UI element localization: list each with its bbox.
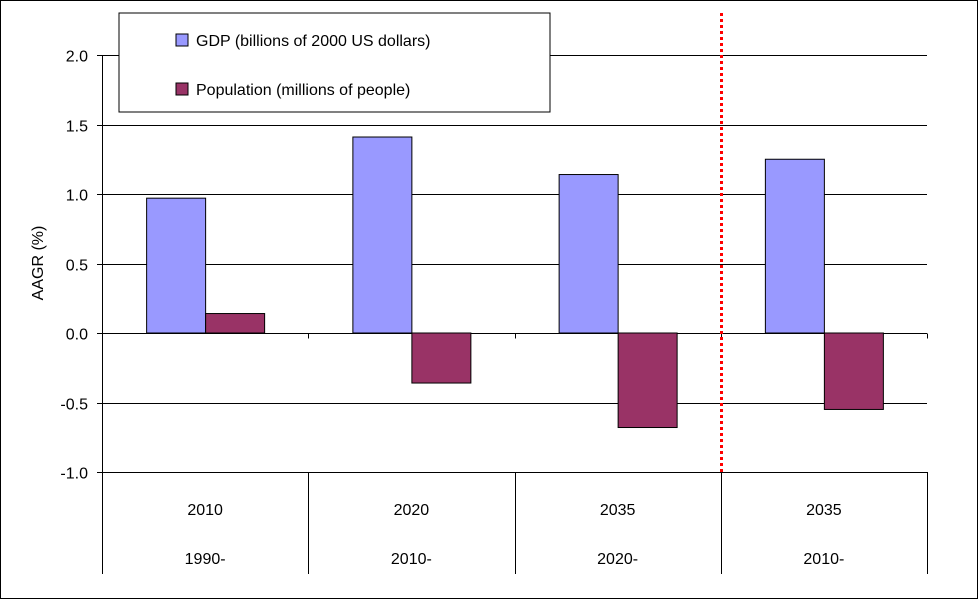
category-label-end: 2035 [600,502,636,519]
legend-swatch-population [175,82,189,96]
y-tick-label: 1.5 [66,119,88,136]
y-tick-label: -1.0 [60,466,88,483]
category-label-start: 2010- [391,551,432,568]
y-tick-label: 1.0 [66,188,88,205]
bar-population [823,332,884,410]
bar-gdp [146,197,207,334]
axes [97,55,928,574]
category-label-end: 2020 [394,502,430,519]
y-tick-label: -0.5 [60,397,88,414]
bar-gdp [764,158,825,334]
legend: GDP (billions of 2000 US dollars) Popula… [118,12,551,113]
legend-box [118,12,551,113]
y-tick-label: 2.0 [66,49,88,66]
bars [146,136,884,429]
y-axis-label: AAGR (%) [30,226,47,301]
bar-population [617,332,678,429]
bar-population [411,332,472,384]
bar-gdp [558,174,619,334]
legend-label-population: Population (millions of people) [196,82,410,99]
category-label-end: 2010 [187,502,223,519]
category-label-start: 2010- [803,551,844,568]
bar-population [205,313,266,334]
category-labels: 2010 1990- 2020 2010- 2035 2020- 2035 2010- [185,502,845,568]
legend-label-gdp: GDP (billions of 2000 US dollars) [196,33,430,50]
bar-gdp [352,136,413,334]
legend-swatch-gdp [175,33,189,47]
category-label-start: 1990- [185,551,226,568]
category-label-start: 2020- [597,551,638,568]
tick-labels: 2.0 1.5 1.0 0.5 0.0 -0.5 -1.0 [60,49,88,483]
category-label-end: 2035 [806,502,842,519]
y-tick-label: 0.5 [66,258,88,275]
y-tick-label: 0.0 [66,327,88,344]
